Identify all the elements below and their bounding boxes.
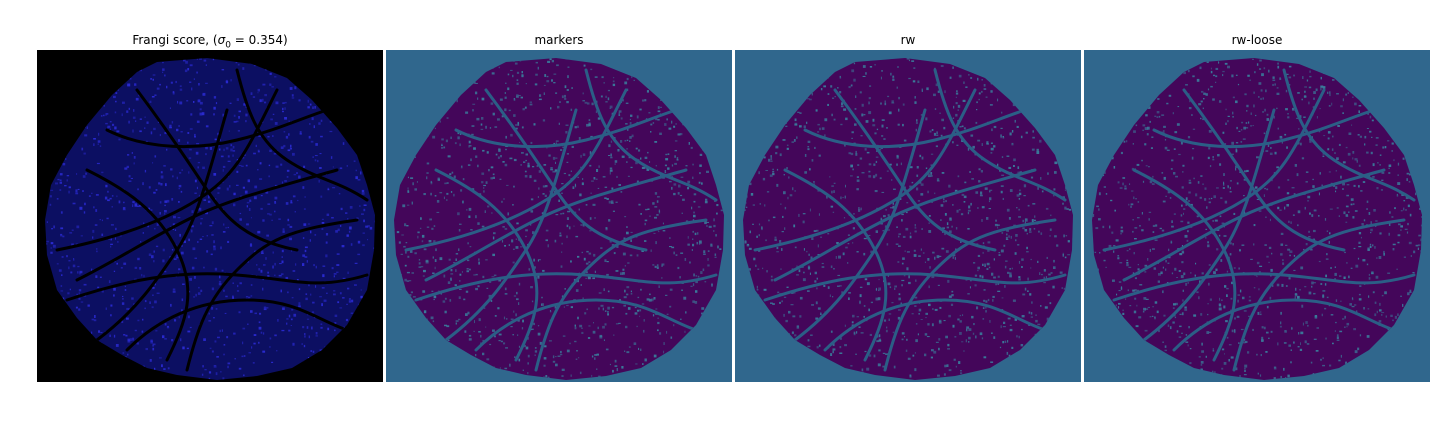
- vessel: [454, 108, 678, 149]
- vessel: [125, 298, 349, 352]
- texture: [394, 58, 724, 380]
- vessel: [404, 88, 628, 252]
- vessel: [1172, 298, 1396, 352]
- vessel: [135, 88, 299, 252]
- panel-title-frangi: Frangi score, (σ0 = 0.354): [37, 32, 383, 51]
- vessel: [933, 68, 1067, 202]
- title-subscript: 0: [225, 40, 231, 51]
- panel-title-markers: markers: [534, 33, 584, 47]
- rw-image: [735, 50, 1081, 382]
- vessel: [434, 168, 539, 362]
- vessel: [883, 218, 1057, 372]
- vessel: [1122, 168, 1386, 282]
- image-panel-markers: [386, 50, 732, 382]
- frangi-image: [37, 50, 383, 382]
- vessel: [85, 168, 190, 362]
- vessel: [1102, 88, 1326, 252]
- vessel: [1152, 108, 1376, 149]
- vessel: [1182, 88, 1346, 252]
- vessel: [424, 168, 688, 282]
- vessel: [414, 272, 718, 302]
- vessel: [783, 168, 888, 362]
- vessel: [474, 298, 698, 352]
- image-panel-rw-loose: [1084, 50, 1430, 382]
- vessel: [823, 298, 1047, 352]
- vessel: [1112, 272, 1416, 302]
- title-suffix: = 0.354): [230, 33, 288, 47]
- vessel: [185, 218, 359, 372]
- vessel: [105, 108, 329, 149]
- vessel: [534, 218, 708, 372]
- image-panel-rw: [735, 50, 1081, 382]
- vessel: [65, 272, 369, 302]
- vessel: [833, 88, 997, 252]
- vessel: [55, 88, 279, 252]
- title-symbol: σ: [217, 33, 226, 47]
- vessel: [773, 168, 1037, 282]
- vessel: [484, 88, 648, 252]
- vessel: [763, 272, 1067, 302]
- title-prefix: Frangi score, (: [132, 33, 218, 47]
- panel-title-rw: rw: [900, 33, 916, 47]
- vessel: [584, 68, 718, 202]
- vessel: [1132, 168, 1237, 362]
- image-panel-frangi: [37, 50, 383, 382]
- panel-title-rw-loose: rw-loose: [1231, 33, 1283, 47]
- vessel: [1282, 68, 1416, 202]
- markers-image: [386, 50, 732, 382]
- rw-loose-image: [1084, 50, 1430, 382]
- vessel: [803, 108, 1027, 149]
- vessel: [75, 168, 339, 282]
- vessel: [753, 88, 977, 252]
- vessel: [235, 68, 369, 202]
- vessel: [1232, 218, 1406, 372]
